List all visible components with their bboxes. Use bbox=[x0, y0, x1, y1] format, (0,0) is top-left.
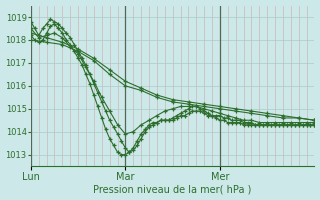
X-axis label: Pression niveau de la mer( hPa ): Pression niveau de la mer( hPa ) bbox=[93, 184, 252, 194]
